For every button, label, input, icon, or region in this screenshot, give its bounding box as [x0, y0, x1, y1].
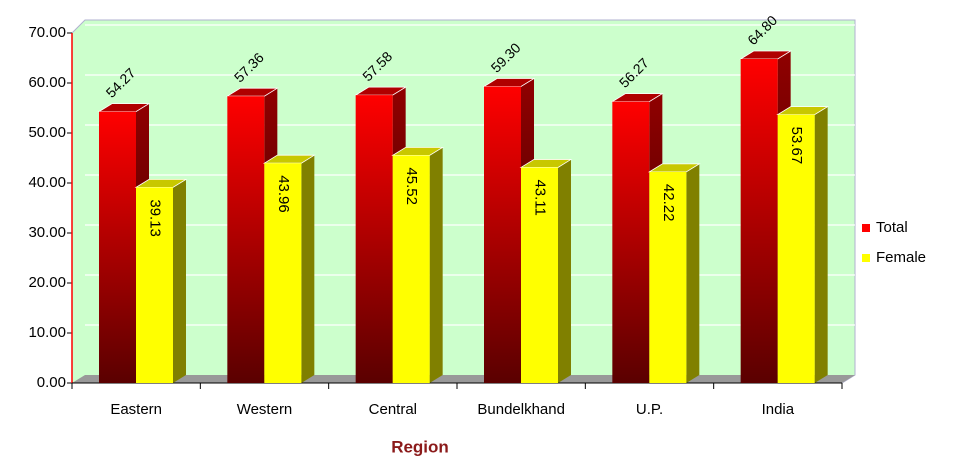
bar-side: [173, 179, 186, 383]
bar-side: [301, 155, 315, 383]
y-tick-label: 70.00: [28, 24, 66, 41]
legend-label: Total: [876, 219, 908, 236]
bar: [484, 86, 521, 383]
bar: [392, 155, 430, 383]
bar: [777, 114, 815, 384]
bar: [521, 167, 558, 383]
x-tick-label: Bundelkhand: [477, 401, 565, 418]
bar: [136, 187, 173, 383]
x-axis-title: Region: [391, 437, 449, 456]
x-tick-label: U.P.: [636, 401, 663, 418]
legend-swatch: [862, 224, 870, 232]
x-tick-label: India: [762, 401, 795, 418]
y-tick-label: 50.00: [28, 124, 66, 141]
y-tick-label: 60.00: [28, 74, 66, 91]
bar-side: [814, 106, 828, 384]
x-tick-label: Western: [237, 401, 293, 418]
bar: [264, 163, 302, 383]
y-tick-label: 30.00: [28, 224, 66, 241]
bar-side: [686, 163, 700, 383]
data-label: 42.22: [660, 184, 677, 222]
y-tick-label: 0.00: [37, 374, 66, 391]
data-label: 43.96: [275, 175, 292, 213]
data-label: 53.67: [788, 127, 805, 165]
bar: [612, 101, 650, 384]
x-tick-label: Eastern: [110, 401, 162, 418]
bar: [99, 111, 136, 384]
bar: [355, 95, 393, 383]
x-tick-label: Central: [369, 401, 417, 418]
bar: [649, 171, 687, 383]
bar: [227, 96, 265, 383]
bar: [740, 59, 778, 383]
data-label: 45.52: [403, 167, 420, 205]
data-label: 43.11: [532, 179, 549, 215]
legend-swatch: [862, 254, 870, 262]
y-tick-label: 20.00: [28, 274, 66, 291]
y-tick-label: 40.00: [28, 174, 66, 191]
data-label: 39.13: [147, 199, 164, 237]
bar-side: [558, 159, 571, 383]
y-tick-label: 10.00: [28, 324, 66, 341]
bar-side: [429, 147, 443, 383]
floor: [72, 375, 855, 383]
legend-label: Female: [876, 249, 926, 266]
